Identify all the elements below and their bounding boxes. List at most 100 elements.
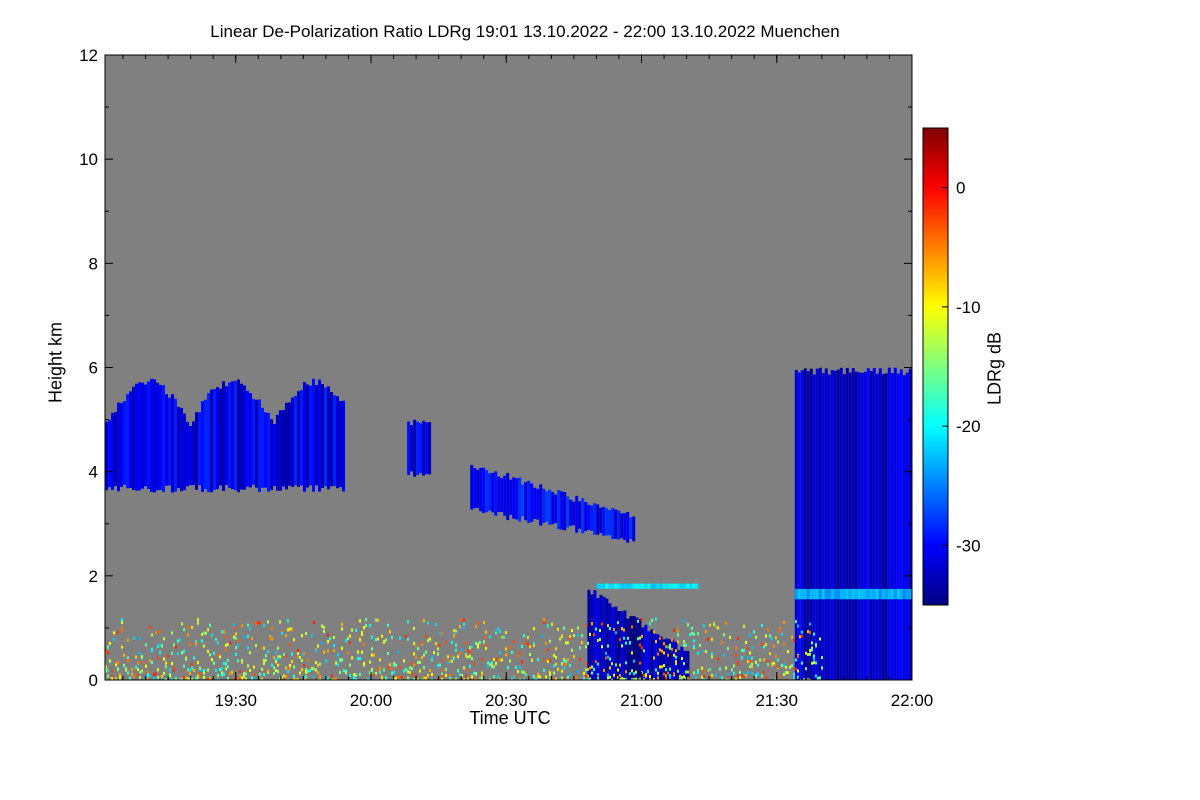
heatmap-cell — [693, 639, 695, 643]
heatmap-cell — [695, 583, 699, 589]
heatmap-cell — [139, 676, 141, 680]
heatmap-cell — [749, 633, 751, 637]
heatmap-cell — [467, 655, 469, 659]
heatmap-cell — [399, 636, 401, 640]
heatmap-cell — [271, 637, 273, 641]
heatmap-cell — [279, 677, 281, 680]
heatmap-cell — [631, 669, 633, 673]
heatmap-cell — [319, 674, 321, 678]
heatmap-cell — [419, 669, 421, 673]
heatmap-cell — [345, 671, 347, 675]
heatmap-cell — [781, 632, 783, 636]
heatmap-cell — [851, 588, 855, 600]
heatmap-cell — [369, 623, 371, 627]
heatmap-cell — [437, 664, 439, 667]
heatmap-cell — [681, 678, 683, 680]
heatmap-cell — [811, 646, 813, 650]
heatmap-cell — [632, 583, 636, 589]
heatmap-cell — [159, 650, 161, 654]
heatmap-cell — [777, 665, 779, 669]
heatmap-cell — [721, 676, 723, 680]
heatmap-cell — [639, 661, 641, 665]
heatmap-cell — [299, 671, 301, 675]
heatmap-cell — [543, 658, 545, 662]
heatmap-cell — [671, 639, 675, 680]
heatmap-cell — [341, 658, 343, 662]
heatmap-cell — [243, 672, 245, 676]
heatmap-cell — [641, 646, 643, 650]
heatmap-cell — [711, 673, 713, 677]
heatmap-cell — [565, 641, 567, 645]
heatmap-cell — [781, 664, 783, 668]
heatmap-cell — [513, 675, 515, 679]
heatmap-cell — [317, 644, 319, 648]
y-tick-label: 8 — [89, 254, 98, 273]
heatmap-cell — [153, 677, 155, 680]
heatmap-cell — [285, 402, 288, 490]
heatmap-cell — [737, 660, 739, 664]
heatmap-cell — [156, 382, 159, 491]
heatmap-cell — [117, 631, 119, 635]
heatmap-cell — [541, 634, 543, 638]
heatmap-cell — [533, 644, 535, 648]
heatmap-cell — [225, 643, 227, 647]
heatmap-cell — [505, 653, 507, 657]
heatmap-cell — [115, 677, 117, 680]
heatmap-cell — [695, 676, 697, 680]
heatmap-cell — [581, 634, 583, 638]
heatmap-cell — [517, 654, 519, 658]
heatmap-cell — [599, 629, 601, 632]
heatmap-cell — [845, 367, 849, 680]
heatmap-cell — [114, 412, 117, 487]
heatmap-cell — [375, 638, 377, 642]
heatmap-cell — [253, 672, 255, 676]
heatmap-cell — [489, 635, 491, 639]
heatmap-cell — [139, 652, 141, 656]
heatmap-cell — [421, 678, 423, 680]
heatmap-cell — [536, 488, 540, 520]
heatmap-cell — [875, 588, 879, 600]
heatmap-cell — [459, 625, 461, 629]
heatmap-cell — [527, 635, 529, 639]
heatmap-cell — [265, 658, 267, 662]
heatmap-cell — [521, 660, 523, 664]
heatmap-cell — [801, 634, 803, 638]
heatmap-cell — [243, 635, 245, 639]
heatmap-cell — [387, 678, 389, 680]
heatmap-cell — [737, 662, 739, 666]
heatmap-cell — [425, 650, 427, 654]
heatmap-cell — [577, 633, 579, 637]
heatmap-cell — [427, 639, 429, 643]
heatmap-cell — [515, 665, 517, 669]
heatmap-cell — [483, 640, 485, 644]
heatmap-cell — [365, 624, 367, 628]
heatmap-cell — [121, 628, 123, 632]
heatmap-cell — [471, 657, 473, 661]
heatmap-cell — [623, 677, 625, 680]
heatmap-cell — [251, 636, 253, 640]
heatmap-cell — [259, 672, 261, 676]
heatmap-cell — [751, 646, 753, 650]
heatmap-cell — [511, 678, 513, 680]
heatmap-cell — [729, 635, 731, 639]
heatmap-cell — [321, 641, 323, 645]
heatmap-cell — [451, 655, 453, 658]
heatmap-cell — [701, 666, 703, 670]
heatmap-cell — [417, 647, 419, 651]
colorbar-label: LDRg dB — [984, 331, 1005, 406]
heatmap-cell — [209, 623, 211, 627]
heatmap-cell — [246, 390, 249, 487]
heatmap-cell — [800, 588, 804, 600]
heatmap-cell — [393, 670, 395, 674]
heatmap-cell — [183, 413, 186, 491]
heatmap-cell — [587, 589, 591, 680]
heatmap-cell — [149, 659, 151, 663]
heatmap-cell — [605, 598, 609, 680]
heatmap-cell — [453, 629, 455, 632]
heatmap-cell — [393, 662, 395, 665]
heatmap-cell — [761, 642, 763, 646]
heatmap-cell — [753, 630, 755, 634]
heatmap-cell — [159, 630, 161, 633]
heatmap-cell — [611, 583, 615, 589]
heatmap-cell — [243, 385, 246, 490]
